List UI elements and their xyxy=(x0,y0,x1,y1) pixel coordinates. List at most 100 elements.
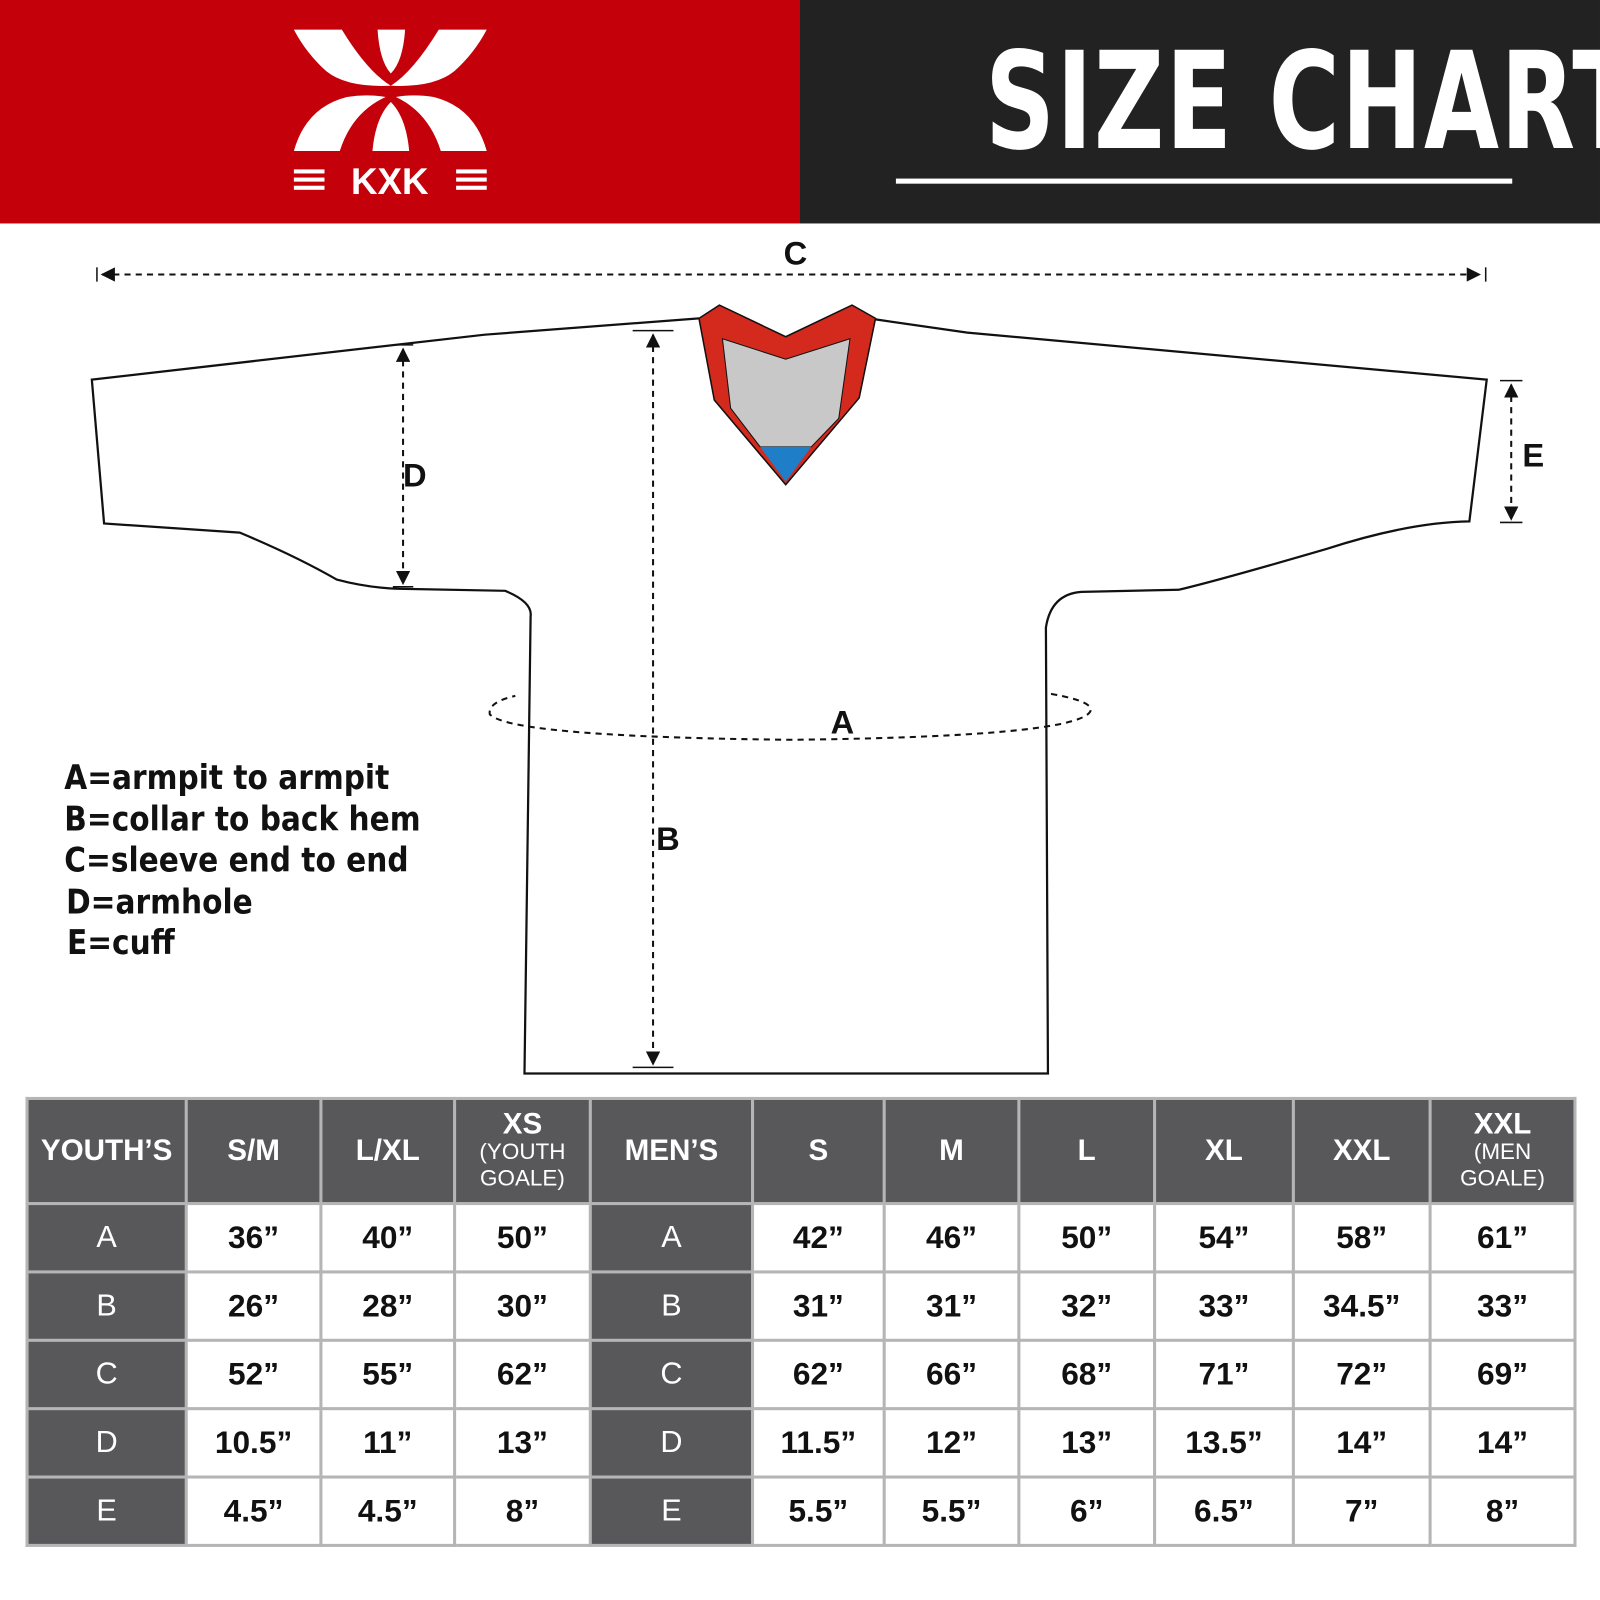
label-e: E xyxy=(1522,436,1545,474)
men-size-header: S xyxy=(751,1096,886,1206)
youth-value-cell: 36” xyxy=(184,1202,323,1274)
men-value-cell: 66” xyxy=(882,1338,1021,1411)
youth-value-cell: 40” xyxy=(319,1202,457,1274)
men-value-cell: 8” xyxy=(1428,1475,1577,1547)
legend-item: E=cuff xyxy=(66,922,175,963)
men-value-cell: 68” xyxy=(1017,1338,1157,1411)
size-sublabel: (YOUTH GOALE) xyxy=(479,1138,566,1191)
men-value-cell: 6” xyxy=(1017,1475,1157,1547)
men-value-cell: 62” xyxy=(751,1338,886,1411)
size-label: S/M xyxy=(227,1134,280,1168)
size-label: XS xyxy=(502,1108,543,1141)
youth-value-cell: 8” xyxy=(453,1475,592,1547)
label-b: B xyxy=(656,820,680,858)
size-label: L xyxy=(1077,1134,1096,1168)
table-row: B 26” 28” 30” B 31” 31” 32” 33” 34.5” 33” xyxy=(25,1270,1577,1342)
row-label: A xyxy=(588,1202,755,1274)
youth-header: YOUTH’S xyxy=(25,1096,188,1206)
row-label: E xyxy=(25,1475,188,1547)
youth-value-cell: 52” xyxy=(184,1338,323,1411)
row-label: E xyxy=(588,1475,755,1547)
table-header-row: YOUTH’S S/M L/XL XS (YOUTH GOALE) MEN’S S M L XL X… xyxy=(25,1096,1577,1206)
table-row: C 52” 55” 62” C 62” 66” 68” 71” 72” 69” xyxy=(25,1338,1577,1411)
youth-value-cell: 50” xyxy=(453,1202,592,1274)
row-label: B xyxy=(588,1270,755,1342)
row-label: D xyxy=(25,1407,188,1479)
men-size-header: L xyxy=(1017,1096,1157,1206)
table-row: E 4.5” 4.5” 8” E 5.5” 5.5” 6” 6.5” 7” 8” xyxy=(25,1475,1577,1547)
men-value-cell: 31” xyxy=(882,1270,1021,1342)
size-table: YOUTH’S S/M L/XL XS (YOUTH GOALE) MEN’S S M L XL X… xyxy=(25,1096,1577,1547)
row-label: D xyxy=(588,1407,755,1479)
men-value-cell: 58” xyxy=(1291,1202,1432,1274)
youth-size-header: L/XL xyxy=(319,1096,457,1206)
men-value-cell: 50” xyxy=(1017,1202,1157,1274)
brand-wordmark: KXK xyxy=(351,161,429,202)
men-value-cell: 72” xyxy=(1291,1338,1432,1411)
men-value-cell: 14” xyxy=(1428,1407,1577,1479)
table-row: A 36” 40” 50” A 42” 46” 50” 54” 58” 61” xyxy=(25,1202,1577,1274)
men-value-cell: 5.5” xyxy=(882,1475,1021,1547)
men-value-cell: 13.5” xyxy=(1153,1407,1295,1479)
men-value-cell: 11.5” xyxy=(751,1407,886,1479)
youth-value-cell: 10.5” xyxy=(184,1407,323,1479)
men-value-cell: 61” xyxy=(1428,1202,1577,1274)
measurement-legend: A=armpit to armpit B=collar to back hem … xyxy=(64,757,420,964)
men-value-cell: 31” xyxy=(751,1270,886,1342)
brand-banner: KXK xyxy=(0,0,800,224)
men-value-cell: 54” xyxy=(1153,1202,1295,1274)
men-value-cell: 7” xyxy=(1291,1475,1432,1547)
size-label: YOUTH’S xyxy=(40,1134,173,1168)
men-value-cell: 12” xyxy=(882,1407,1021,1479)
men-value-cell: 33” xyxy=(1153,1270,1295,1342)
youth-value-cell: 28” xyxy=(319,1270,457,1342)
size-label: L/XL xyxy=(355,1134,420,1168)
row-label: A xyxy=(25,1202,188,1274)
youth-size-header: S/M xyxy=(184,1096,323,1206)
size-label: S xyxy=(808,1134,829,1168)
youth-value-cell: 55” xyxy=(319,1338,457,1411)
legend-item: C=sleeve end to end xyxy=(64,839,409,880)
youth-value-cell: 4.5” xyxy=(319,1475,457,1547)
men-value-cell: 14” xyxy=(1291,1407,1432,1479)
men-size-header: XXL (MEN GOALE) xyxy=(1428,1096,1577,1206)
youth-value-cell: 13” xyxy=(453,1407,592,1479)
row-label: B xyxy=(25,1270,188,1342)
jersey-outline xyxy=(90,317,1488,1075)
size-label: XL xyxy=(1205,1134,1243,1168)
men-value-cell: 46” xyxy=(882,1202,1021,1274)
youth-value-cell: 30” xyxy=(453,1270,592,1342)
men-value-cell: 34.5” xyxy=(1291,1270,1432,1342)
title-banner xyxy=(799,0,1600,224)
kxk-logo: KXK xyxy=(293,29,487,202)
men-value-cell: 6.5” xyxy=(1153,1475,1295,1547)
legend-item: B=collar to back hem xyxy=(64,798,421,839)
youth-value-cell: 11” xyxy=(319,1407,457,1479)
men-value-cell: 5.5” xyxy=(751,1475,886,1547)
men-value-cell: 42” xyxy=(751,1202,886,1274)
men-value-cell: 33” xyxy=(1428,1270,1577,1342)
size-label: MEN’S xyxy=(624,1134,719,1168)
label-c: C xyxy=(783,234,808,272)
men-header: MEN’S xyxy=(588,1096,755,1206)
size-label: XXL xyxy=(1473,1108,1532,1141)
men-value-cell: 71” xyxy=(1153,1338,1295,1411)
jersey-diagram xyxy=(90,267,1523,1075)
label-d: D xyxy=(403,457,427,494)
men-size-header: M xyxy=(882,1096,1021,1206)
row-label: C xyxy=(25,1338,188,1411)
youth-value-cell: 4.5” xyxy=(184,1475,323,1547)
collar-tip xyxy=(760,446,812,482)
collar-inner xyxy=(721,338,851,448)
dimension-a-ellipse xyxy=(488,692,1092,741)
youth-value-cell: 26” xyxy=(184,1270,323,1342)
size-label: XXL xyxy=(1332,1134,1391,1168)
row-label: C xyxy=(588,1338,755,1411)
men-value-cell: 32” xyxy=(1017,1270,1157,1342)
men-size-header: XL xyxy=(1153,1096,1295,1206)
label-a: A xyxy=(830,704,855,741)
men-value-cell: 69” xyxy=(1428,1338,1577,1411)
legend-item: A=armpit to armpit xyxy=(64,757,390,797)
men-value-cell: 13” xyxy=(1017,1407,1157,1479)
